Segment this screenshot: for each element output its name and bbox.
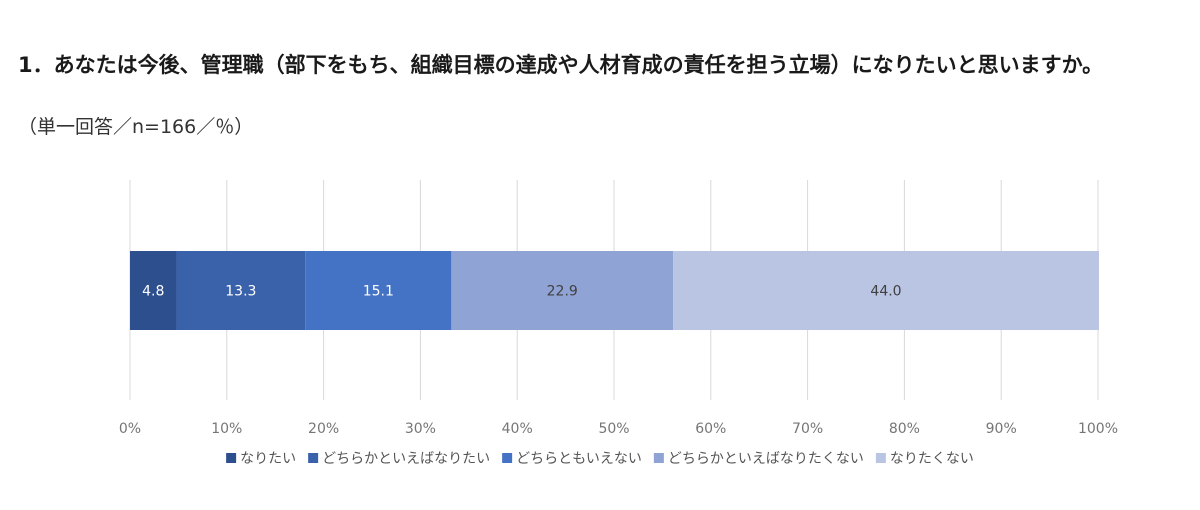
legend-swatch [226,453,237,463]
x-tick-label: 80% [889,421,920,437]
legend-swatch [502,453,513,463]
legend-label: どちらかといえばなりたい [322,451,490,467]
x-tick-label: 40% [502,421,533,437]
data-label: 4.8 [142,284,164,300]
question-subtitle: （単一回答／n=166／％） [18,116,254,138]
x-tick-label: 100% [1078,421,1118,437]
bar-segment [673,251,1099,330]
data-label: 15.1 [363,284,394,300]
legend-label: なりたい [240,451,296,467]
bar-segment [130,251,177,330]
bar-segments [130,251,1099,330]
data-labels: 4.8 13.3 15.1 22.9 44.0 [142,284,901,300]
x-tick-label: 0% [119,421,141,437]
x-axis-tick-labels: 0% 10% 20% 30% 40% 50% 60% 70% 80% 90% 100% [119,421,1118,437]
legend-label: なりたくない [890,451,974,467]
legend-label: どちらかといえばなりたくない [668,451,864,467]
data-label: 13.3 [225,284,256,300]
x-tick-label: 70% [792,421,823,437]
question-title: 1．あなたは今後、管理職（部下をもち、組織目標の達成や人材育成の責任を担う立場）… [18,53,1104,77]
x-tick-label: 30% [405,421,436,437]
x-tick-label: 50% [598,421,629,437]
legend-swatch [308,453,319,463]
legend: なりたい どちらかといえばなりたい どちらともいえない どちらかといえばなりたくない な… [226,451,974,467]
bar-segment [176,251,306,330]
legend-swatch [875,453,886,463]
x-tick-label: 60% [695,421,726,437]
bar-segment [305,251,452,330]
data-label: 22.9 [547,284,578,300]
bar-segment [451,251,674,330]
x-tick-label: 90% [986,421,1017,437]
legend-label: どちらともいえない [516,451,642,467]
data-label: 44.0 [870,284,901,300]
x-tick-label: 20% [308,421,339,437]
x-tick-label: 10% [211,421,242,437]
legend-swatch [653,453,664,463]
